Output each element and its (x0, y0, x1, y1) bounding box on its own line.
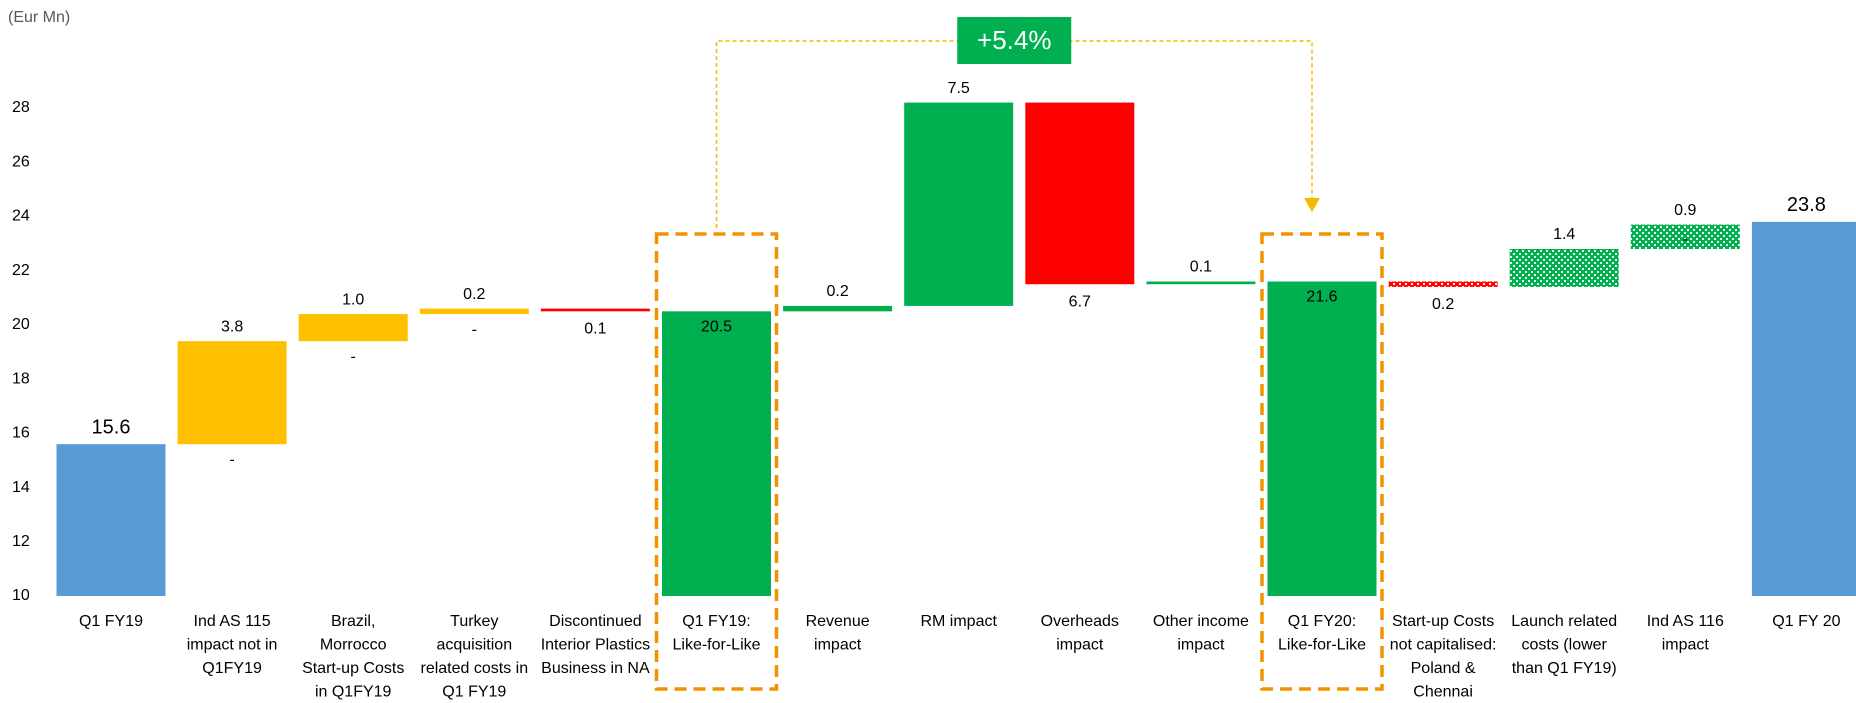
x-tick-label: related costs in (420, 660, 528, 677)
x-tick-label: Ind AS 116 (1647, 613, 1724, 630)
value-label: 0.2 (1432, 296, 1454, 313)
bar (56, 444, 166, 596)
value-label: 15.6 (92, 416, 131, 438)
annotation: +5.4% (977, 25, 1051, 55)
x-tick-label: Q1 FY20: (1288, 613, 1356, 630)
bar (419, 308, 529, 315)
y-tick-label: 28 (12, 99, 30, 116)
x-tick-label: Start-up Costs (1392, 613, 1494, 630)
x-tick-label: impact (1056, 637, 1104, 654)
highlight-box (654, 232, 779, 691)
y-tick-label: 18 (12, 370, 30, 387)
bar (783, 305, 893, 312)
bar (1025, 102, 1135, 285)
bar (1751, 221, 1856, 596)
arrow-head (1304, 198, 1320, 212)
value-label: 23.8 (1787, 194, 1826, 216)
bar-pattern (1388, 281, 1498, 287)
x-tick-label: Chennai (1413, 684, 1473, 701)
bar (662, 311, 771, 596)
y-tick-label: 10 (12, 587, 30, 604)
y-tick-label: 16 (12, 425, 30, 442)
value-label: 6.7 (1069, 293, 1091, 310)
value-label: 20.5 (701, 319, 732, 336)
x-tick-label: Q1 FY 20 (1772, 613, 1840, 630)
sub-label: - (1683, 231, 1688, 248)
annotation-box (957, 17, 1072, 64)
x-tick-label: Like-for-Like (1278, 637, 1366, 654)
value-label: 3.8 (221, 318, 243, 335)
sub-label: - (472, 321, 477, 338)
y-tick-label: 20 (12, 316, 30, 333)
bracket (715, 40, 1313, 228)
x-tick-label: in Q1FY19 (315, 684, 392, 701)
y-tick-label: 24 (12, 208, 30, 225)
x-tick-label: Interior Plastics (541, 637, 650, 654)
value-label: 7.5 (948, 80, 970, 97)
value-label: 1.4 (1553, 226, 1575, 243)
y-tick-label: 26 (12, 153, 30, 170)
highlight-box (1260, 232, 1384, 691)
bar-pattern (1509, 248, 1619, 287)
x-tick-label: than Q1 FY19) (1512, 660, 1617, 677)
x-tick-label: Start-up Costs (302, 660, 404, 677)
x-tick-label: Q1FY19 (202, 660, 262, 677)
sub-label: - (351, 348, 356, 365)
value-label: 0.1 (584, 321, 606, 338)
x-tick-label: Turkey (450, 613, 498, 630)
x-tick-label: impact (1662, 637, 1710, 654)
bar (298, 314, 408, 342)
x-tick-label: Poland & (1411, 660, 1476, 677)
x-tick-label: Discontinued (549, 613, 642, 630)
value-label: 0.1 (1190, 259, 1212, 276)
value-label: 1.0 (342, 291, 364, 308)
x-tick-label: costs (lower (1522, 637, 1608, 654)
bar (540, 308, 650, 312)
x-tick-label: Overheads (1041, 613, 1119, 630)
y-tick-label: 22 (12, 262, 30, 279)
x-tick-label: Launch related (1511, 613, 1617, 630)
value-label: 0.9 (1674, 202, 1696, 219)
x-tick-label: Like-for-Like (672, 637, 760, 654)
sub-label: - (229, 451, 234, 468)
x-tick-label: Revenue (806, 613, 870, 630)
x-tick-label: acquisition (436, 637, 512, 654)
x-tick-label: impact not in (187, 637, 278, 654)
x-tick-label: Ind AS 115 (194, 613, 271, 630)
x-tick-label: Other income (1153, 613, 1249, 630)
value-label: 0.2 (826, 283, 848, 300)
bar (1146, 281, 1256, 285)
bar (177, 341, 287, 445)
x-tick-label: Q1 FY19 (79, 613, 143, 630)
x-tick-label: Q1 FY19: (682, 613, 750, 630)
x-tick-label: Q1 FY19 (442, 684, 506, 701)
x-tick-label: Brazil, (331, 613, 375, 630)
unit-label: (Eur Mn) (8, 9, 70, 26)
x-tick-label: impact (1177, 637, 1225, 654)
y-tick-label: 12 (12, 533, 30, 550)
bar (904, 102, 1014, 306)
x-tick-label: not capitalised: (1390, 637, 1497, 654)
x-tick-label: Morrocco (320, 637, 387, 654)
bar (1267, 281, 1377, 596)
bar-pattern (1630, 224, 1740, 249)
x-tick-label: impact (814, 637, 862, 654)
x-tick-label: Business in NA (541, 660, 650, 677)
value-label: 0.2 (463, 286, 485, 303)
y-tick-label: 14 (12, 479, 30, 496)
x-tick-label: RM impact (920, 613, 997, 630)
value-label: 21.6 (1306, 289, 1337, 306)
